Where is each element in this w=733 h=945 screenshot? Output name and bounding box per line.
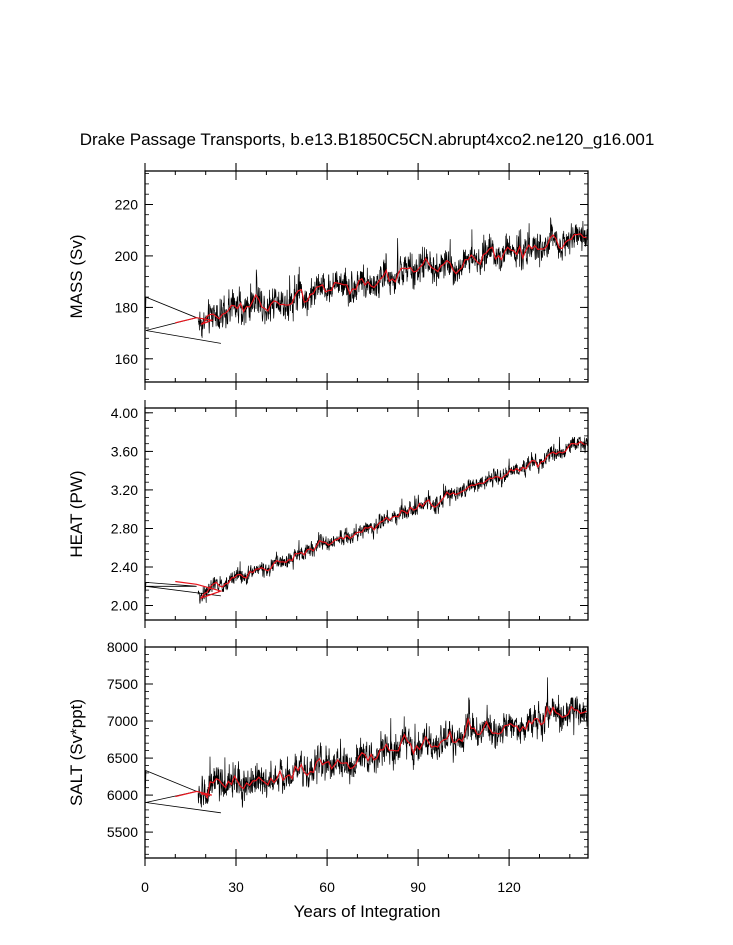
mass-frame <box>144 170 589 383</box>
x-axis-title: Years of Integration <box>294 902 441 921</box>
heat-y-axis-title: HEAT (PW) <box>67 470 86 557</box>
mass-y-tick-label: 160 <box>115 351 139 367</box>
heat-y-tick-label: 2.80 <box>111 521 138 537</box>
mass-y-tick-label: 180 <box>115 299 139 315</box>
x-tick-label: 120 <box>497 879 521 895</box>
salt-y-tick-label: 5500 <box>107 824 138 840</box>
x-tick-label: 30 <box>228 879 244 895</box>
chart-title: Drake Passage Transports, b.e13.B1850C5C… <box>80 130 655 149</box>
heat-y-tick-label: 3.20 <box>111 482 138 498</box>
heat-y-tick-label: 2.40 <box>111 559 138 575</box>
salt-y-tick-label: 7500 <box>107 676 138 692</box>
panel-salt: 5500 6000 6500 7000 7500 8000 SALT (Sv*ppt) <box>67 639 589 866</box>
mass-annual-line <box>175 233 587 325</box>
salt-y-axis-title: SALT (Sv*ppt) <box>67 699 86 806</box>
heat-y-tick-label: 2.00 <box>111 598 138 614</box>
panel-mass: 160 180 200 220 MASS (Sv) <box>67 163 589 390</box>
salt-annual-line <box>175 705 587 800</box>
heat-frame <box>144 407 589 621</box>
x-tick-label: 60 <box>319 879 335 895</box>
x-tick-label: 0 <box>141 879 149 895</box>
mass-y-tick-label: 220 <box>115 197 139 213</box>
panel-heat: 2.00 2.40 2.80 3.20 3.60 4.00 HEAT (PW) <box>67 400 589 628</box>
heat-y-tick-label: 3.60 <box>111 443 138 459</box>
salt-y-tick-label: 6500 <box>107 750 138 766</box>
mass-y-tick-label: 200 <box>115 248 139 264</box>
heat-y-tick-label: 4.00 <box>111 405 138 421</box>
x-tick-label: 90 <box>410 879 426 895</box>
mass-y-axis-title: MASS (Sv) <box>67 234 86 318</box>
salt-monthly-line <box>197 677 588 808</box>
salt-frame <box>144 646 589 859</box>
mass-monthly-line <box>197 217 588 338</box>
heat-monthly-line <box>197 436 588 604</box>
salt-y-tick-label: 8000 <box>107 639 138 655</box>
salt-y-tick-label: 7000 <box>107 713 138 729</box>
salt-y-tick-label: 6000 <box>107 787 138 803</box>
heat-annual-line <box>175 440 587 600</box>
